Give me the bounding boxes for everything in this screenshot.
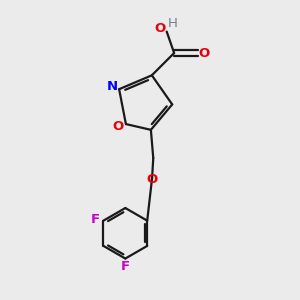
- Text: O: O: [146, 173, 158, 186]
- Text: H: H: [168, 17, 178, 30]
- Text: O: O: [154, 22, 166, 35]
- Text: O: O: [112, 120, 123, 133]
- Text: O: O: [199, 46, 210, 59]
- Text: N: N: [106, 80, 118, 93]
- Text: F: F: [91, 213, 100, 226]
- Text: F: F: [121, 260, 130, 273]
